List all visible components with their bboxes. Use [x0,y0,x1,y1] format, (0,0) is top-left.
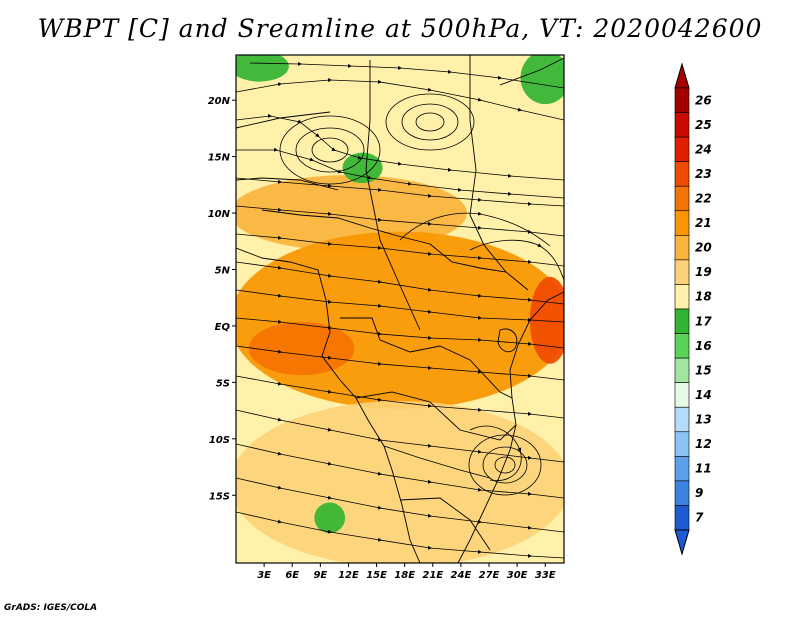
colorbar-swatch [674,505,690,531]
streamline [469,425,522,482]
vortex-ring [401,103,459,141]
lon-tick-label: 3E [257,570,271,581]
wbpt-band-17-patch-south [314,502,346,534]
lon-tick-label: 21E [422,570,443,581]
latitude-axis: 20N 15N 10N 5N EQ 5S 10S 15S [208,96,236,502]
wbpt-band-19-south [236,400,564,563]
wbpt-band-21-central [236,231,564,409]
colorbar-label: 18 [695,290,712,304]
colorbar-label: 20 [695,241,712,255]
footer-credit: GrADS: IGES/COLA [4,603,98,613]
colorbar-label: 7 [695,511,704,525]
colorbar-swatch [674,284,690,310]
lat-tick-label: 5N [215,265,231,276]
colorbar-label: 15 [695,363,712,377]
colorbar-swatch [674,382,690,408]
colorbar-label: 24 [695,142,712,156]
chart-title: WBPT [C] and Sreamline at 500hPa, VT: 20… [37,14,763,43]
colorbar-swatch [674,161,690,187]
streamline [236,205,564,237]
vortex-ring [494,456,516,474]
streamline [236,289,564,323]
colorbar-label: 25 [695,118,712,132]
streamline [236,345,564,381]
vortex-ring [311,137,349,163]
lon-tick-label: 30E [507,570,528,581]
colorbar-top-arrow [674,62,690,89]
vortex-ring [385,93,475,151]
colorbar-swatch [674,185,690,212]
colorbar-swatch [674,357,690,383]
lon-tick-label: 27E [479,570,500,581]
streamlines [236,61,564,559]
vortex-ring [415,112,445,132]
vortex-ring [468,434,542,496]
streamline [236,375,564,419]
lat-tick-label: EQ [215,322,231,333]
lat-tick-label: 15N [208,153,231,164]
streamline [236,511,564,559]
colorbar-swatch [674,456,690,482]
lat-tick-label: 5S [216,378,230,389]
colorbar-label: 13 [695,413,712,427]
streamline [236,317,564,349]
colorbar-swatch [674,136,690,162]
wbpt-band-23-east [529,276,564,364]
lat-tick-label: 20N [208,96,231,107]
colorbar-swatch [674,406,690,433]
colorbar-label: 21 [695,216,712,230]
streamline [469,239,564,281]
colorbar-swatch [674,235,690,261]
lon-tick-label: 12E [338,570,359,581]
vortex-ring [295,127,365,173]
colorbar-swatch [674,87,690,113]
wbpt-band-17-patch-ne [520,55,564,105]
colorbar-label: 19 [695,265,712,279]
lon-tick-label: 33E [535,570,556,581]
colorbar-label: 16 [695,339,712,353]
lat-tick-label: 10N [208,209,231,220]
streamline-vortices [279,93,542,496]
colorbar-label: 23 [695,167,712,181]
colorbar-label: 22 [695,192,712,206]
colorbar-swatch [674,210,690,236]
map-frame [235,54,565,564]
lat-tick-label: 15S [209,491,230,502]
lon-tick-label: 24E [451,570,472,581]
lat-tick-label: 10S [209,435,230,446]
lon-tick-label: 15E [366,570,387,581]
colorbar-swatch [674,333,690,359]
streamline [236,78,564,121]
colorbar-label: 14 [695,388,712,402]
map-plot-area [236,55,564,563]
colorbar-swatch [674,308,690,334]
vortex-ring [279,115,381,185]
streamline [236,233,564,267]
vortex-ring [482,446,528,484]
colorbar-swatch [674,112,690,138]
longitude-axis: 3E 6E 9E 12E 15E 18E 21E 24E 27E 30E 33E [257,563,556,581]
streamline [399,211,551,247]
wbpt-band-17-patch-nw [236,55,289,82]
lon-tick-label: 6E [285,570,299,581]
colorbar-swatch [674,431,690,457]
colorbar-swatch [674,480,690,506]
colorbar-label: 11 [695,462,712,476]
colorbar-label: 26 [695,93,712,107]
colorbar-label: 9 [695,486,703,500]
colorbar-label: 17 [695,314,712,328]
colorbar: 26 25 24 23 22 21 20 19 18 17 16 15 14 13 12 11 9 7 [674,62,712,556]
lon-tick-label: 9E [313,570,327,581]
streamline [249,61,564,89]
lon-tick-label: 18E [394,570,415,581]
colorbar-label: 12 [695,437,712,451]
colorbar-swatch [674,259,690,285]
colorbar-bottom-arrow [674,529,690,556]
wbpt-band-22-coast [248,321,355,376]
